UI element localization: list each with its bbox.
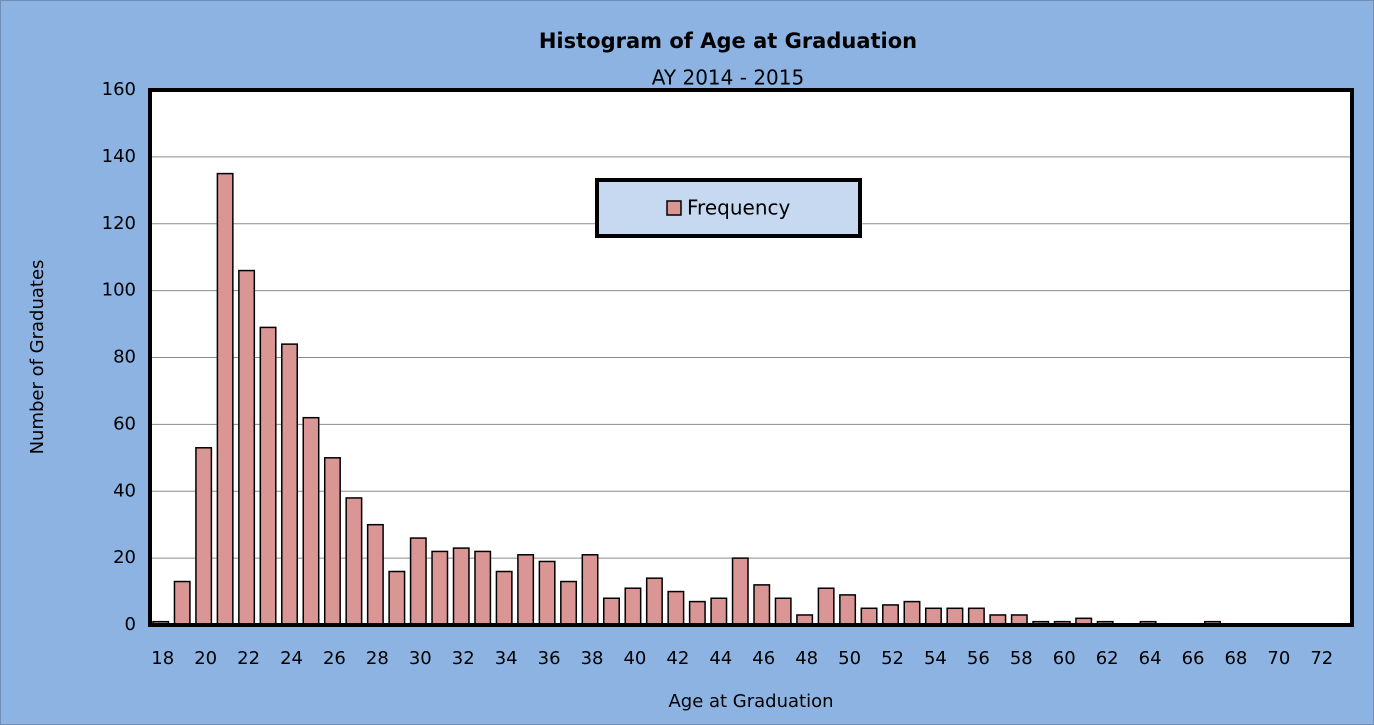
- x-tick-label: 60: [1053, 648, 1076, 669]
- x-tick-label: 20: [194, 648, 217, 669]
- bar: [474, 550, 492, 626]
- x-tick-label: 24: [280, 648, 303, 669]
- x-tick-label: 48: [795, 648, 818, 669]
- x-tick-label: 22: [237, 648, 260, 669]
- x-tick-label: 62: [1096, 648, 1119, 669]
- x-tick-label: 38: [581, 648, 604, 669]
- x-tick-label: 26: [323, 648, 346, 669]
- y-tick-label: 60: [113, 413, 136, 434]
- bar: [946, 607, 964, 626]
- bar: [388, 570, 406, 626]
- x-tick-label: 42: [666, 648, 689, 669]
- bar: [302, 416, 320, 626]
- bar: [495, 570, 513, 626]
- legend: [595, 178, 862, 238]
- bar: [259, 326, 277, 626]
- x-tick-label: 30: [409, 648, 432, 669]
- bar: [281, 343, 298, 626]
- x-tick-label: 58: [1010, 648, 1033, 669]
- bar: [517, 554, 535, 626]
- chart-title: Histogram of Age at Graduation: [539, 29, 917, 53]
- bar: [345, 497, 363, 626]
- y-tick-label: 0: [125, 614, 136, 635]
- bar: [860, 607, 878, 626]
- bar: [753, 584, 771, 626]
- bar: [238, 269, 256, 626]
- plot-border: [148, 88, 1354, 627]
- bar: [924, 607, 942, 626]
- chart-subtitle: AY 2014 - 2015: [652, 66, 804, 90]
- x-axis-label: Age at Graduation: [668, 691, 833, 712]
- bar: [195, 447, 213, 626]
- y-tick-label: 120: [102, 213, 136, 234]
- y-tick-label: 100: [102, 280, 136, 301]
- x-tick-label: 34: [495, 648, 518, 669]
- bar: [839, 594, 857, 626]
- x-tick-label: 66: [1182, 648, 1205, 669]
- x-tick-label: 50: [838, 648, 861, 669]
- x-tick-label: 36: [538, 648, 561, 669]
- x-tick-label: 18: [151, 648, 174, 669]
- x-tick-label: 56: [967, 648, 990, 669]
- y-tick-label: 20: [113, 547, 136, 568]
- x-tick-label: 46: [752, 648, 775, 669]
- x-tick-label: 64: [1139, 648, 1162, 669]
- x-tick-label: 68: [1224, 648, 1247, 669]
- bar: [882, 604, 899, 626]
- y-tick-label: 80: [113, 347, 136, 368]
- x-tick-label: 52: [881, 648, 904, 669]
- bar: [452, 547, 470, 626]
- bar: [409, 537, 427, 626]
- bar: [817, 587, 835, 626]
- x-tick-label: 72: [1310, 648, 1333, 669]
- y-axis-label: Number of Graduates: [27, 260, 48, 455]
- y-tick-label: 160: [102, 79, 136, 100]
- bar: [323, 457, 341, 626]
- x-tick-label: 44: [709, 648, 732, 669]
- legend-swatch: [666, 200, 682, 216]
- legend-label: Frequency: [687, 196, 790, 220]
- bar: [581, 554, 599, 626]
- bar: [667, 590, 685, 626]
- bar: [688, 600, 706, 626]
- bar: [903, 600, 921, 626]
- bar: [538, 560, 556, 626]
- bar: [173, 580, 191, 626]
- y-tick-label: 140: [102, 146, 136, 167]
- bar: [624, 587, 642, 626]
- bar: [645, 577, 663, 626]
- bar: [560, 580, 578, 626]
- x-tick-label: 70: [1267, 648, 1290, 669]
- y-tick-label: 40: [113, 480, 136, 501]
- x-tick-label: 54: [924, 648, 947, 669]
- bar: [967, 607, 985, 626]
- bar: [710, 597, 728, 626]
- bar: [431, 550, 449, 626]
- x-tick-label: 40: [623, 648, 646, 669]
- bar: [774, 597, 792, 626]
- bar: [216, 172, 234, 626]
- bar: [731, 557, 749, 626]
- bar: [366, 523, 384, 626]
- x-tick-label: 32: [452, 648, 475, 669]
- x-tick-label: 28: [366, 648, 389, 669]
- bar: [603, 597, 620, 626]
